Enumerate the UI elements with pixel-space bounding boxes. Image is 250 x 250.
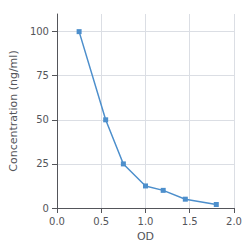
svg-text:0.5: 0.5	[93, 216, 109, 227]
svg-text:OD: OD	[137, 230, 154, 243]
svg-text:0.0: 0.0	[49, 216, 65, 227]
svg-text:1.0: 1.0	[138, 216, 154, 227]
svg-text:100: 100	[30, 26, 49, 37]
svg-text:Concentration (ng/ml): Concentration (ng/ml)	[7, 50, 20, 171]
svg-text:2.0: 2.0	[226, 216, 242, 227]
svg-text:1.5: 1.5	[182, 216, 198, 227]
svg-text:25: 25	[36, 158, 49, 169]
svg-text:75: 75	[36, 70, 49, 81]
svg-text:50: 50	[36, 114, 49, 125]
svg-text:0: 0	[43, 203, 49, 214]
